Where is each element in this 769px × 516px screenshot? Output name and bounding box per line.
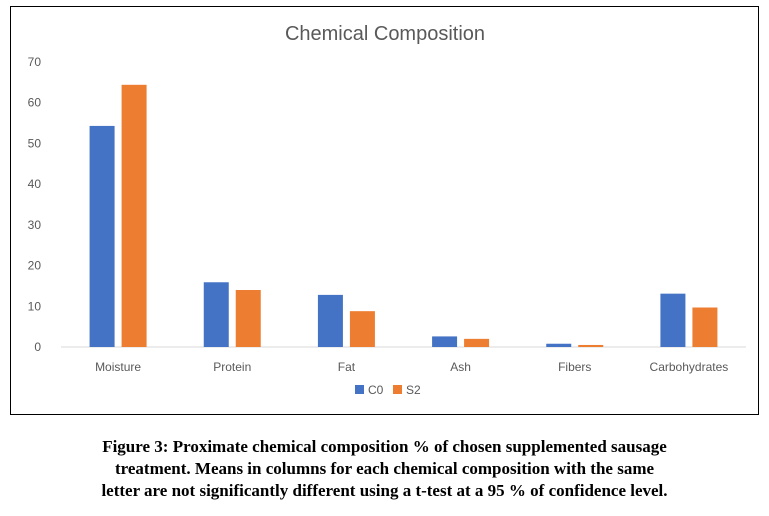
- chart-title: Chemical Composition: [285, 23, 485, 45]
- bar-c0-carbohydrates: [660, 293, 686, 347]
- x-tick-label: Carbohydrates: [650, 360, 729, 374]
- y-tick-label: 50: [28, 136, 42, 150]
- chart-frame: Chemical Composition 0 10 20 30 40 50 60 70 Moi…: [10, 6, 759, 415]
- x-axis: Moisture Protein Fat Ash Fibers Carbohydrates: [61, 346, 746, 374]
- y-tick-label: 60: [28, 96, 42, 110]
- figure-caption: Figure 3: Proximate chemical composition…: [0, 436, 769, 502]
- legend-swatch-s2: [393, 385, 402, 394]
- legend-label: S2: [406, 383, 421, 397]
- x-tick-label: Ash: [450, 360, 471, 374]
- bar-s2-fat: [349, 311, 375, 347]
- bar-s2-protein: [235, 290, 261, 347]
- bar-s2-moisture: [121, 84, 147, 348]
- x-tick-label: Fat: [338, 360, 356, 374]
- x-tick-label: Fibers: [558, 360, 591, 374]
- bar-c0-fat: [317, 294, 343, 347]
- x-tick-label: Protein: [213, 360, 251, 374]
- bar-s2-fibers: [578, 344, 604, 347]
- legend-label: C0: [368, 383, 384, 397]
- bar-s2-ash: [464, 338, 490, 347]
- y-tick-label: 20: [28, 259, 42, 273]
- y-tick-label: 0: [34, 340, 41, 354]
- y-tick-label: 40: [28, 177, 42, 191]
- y-tick-label: 70: [28, 55, 42, 69]
- x-tick-label: Moisture: [95, 360, 141, 374]
- caption-line: letter are not significantly different u…: [101, 481, 668, 500]
- bar-c0-protein: [203, 282, 229, 347]
- y-tick-label: 10: [28, 299, 42, 313]
- legend-swatch-c0: [355, 385, 364, 394]
- bar-c0-ash: [432, 336, 458, 347]
- caption-line: treatment. Means in columns for each che…: [114, 459, 655, 478]
- bar-c0-fibers: [546, 343, 572, 347]
- bar-chart: Chemical Composition 0 10 20 30 40 50 60 70 Moi…: [28, 23, 746, 397]
- bar-s2-carbohydrates: [692, 307, 718, 347]
- bars: [89, 84, 718, 348]
- legend: C0 S2: [355, 383, 421, 397]
- y-tick-label: 30: [28, 218, 42, 232]
- caption-line: Figure 3: Proximate chemical composition…: [102, 437, 667, 456]
- y-axis: 0 10 20 30 40 50 60 70: [28, 55, 42, 354]
- bar-c0-moisture: [89, 125, 115, 348]
